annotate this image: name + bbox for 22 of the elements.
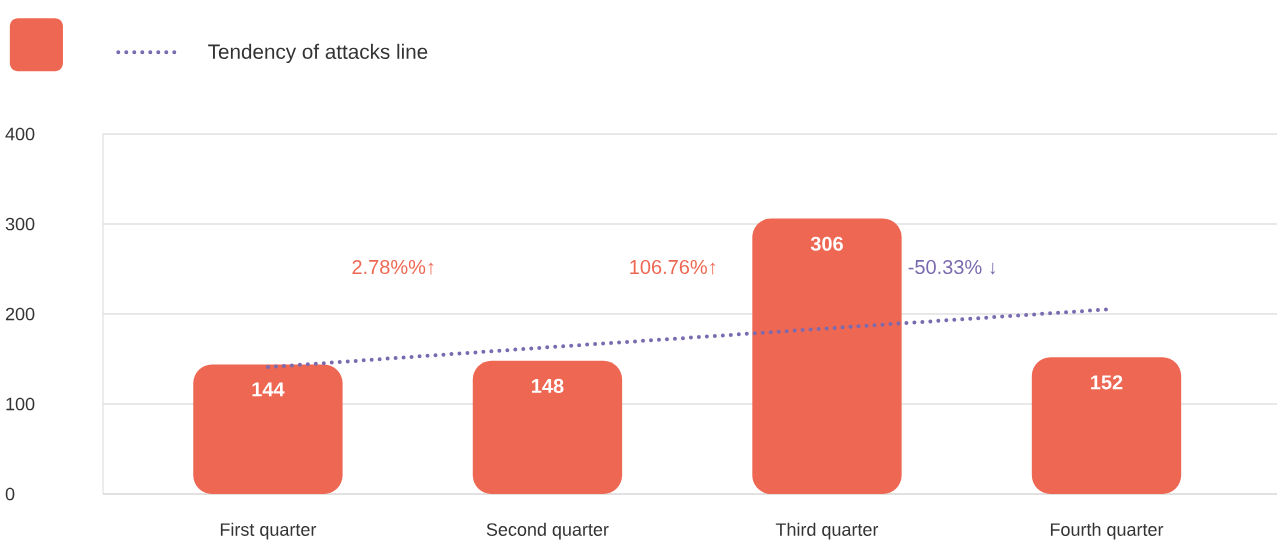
data-label: 144 bbox=[252, 382, 285, 397]
x-tick-label: First quarter bbox=[220, 522, 317, 540]
x-tick-label: Fourth quarter bbox=[1050, 522, 1164, 540]
annotation: -50.33% ↓ bbox=[908, 259, 996, 275]
y-tick-label: 0 bbox=[5, 487, 15, 501]
bar bbox=[752, 218, 902, 494]
x-tick-label: Third quarter bbox=[775, 522, 879, 540]
x-tick-label: Second quarter bbox=[486, 522, 609, 540]
annotation: 106.76%↑ bbox=[630, 259, 716, 275]
y-tick-label: 200 bbox=[5, 307, 35, 321]
annotation: 2.78%%↑ bbox=[352, 259, 434, 275]
bar bbox=[1031, 357, 1182, 494]
bar bbox=[193, 364, 343, 494]
legend-label: Tendency of attacks line bbox=[208, 43, 428, 64]
y-tick-label: 400 bbox=[5, 127, 35, 141]
y-tick-label: 100 bbox=[6, 397, 35, 411]
data-label: 152 bbox=[1091, 375, 1123, 390]
y-tick-label: 300 bbox=[5, 217, 35, 231]
line-series bbox=[265, 307, 1109, 370]
bar bbox=[472, 360, 623, 494]
data-label: 148 bbox=[532, 378, 564, 393]
data-label: 306 bbox=[810, 236, 843, 251]
